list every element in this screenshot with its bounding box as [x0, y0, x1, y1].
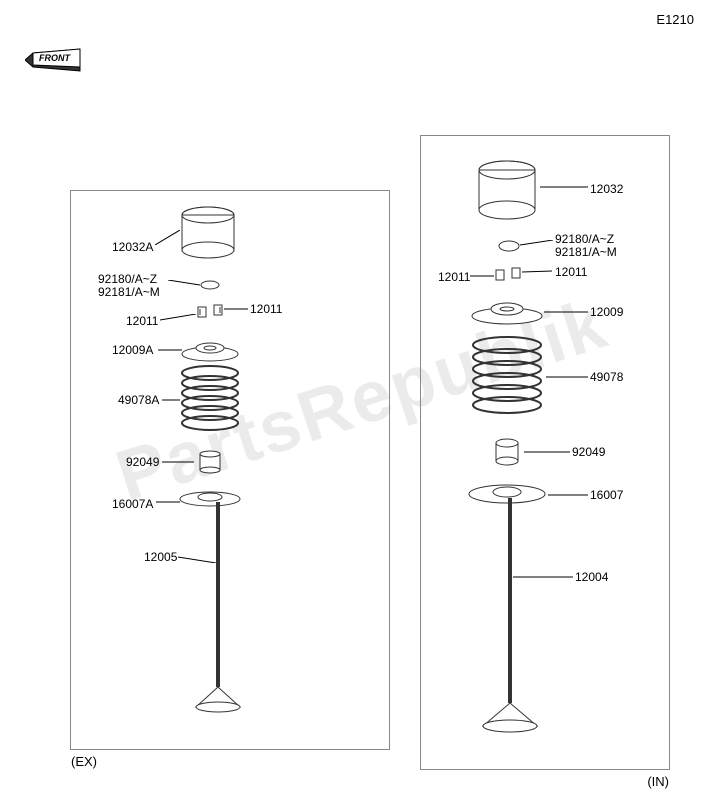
front-label: FRONT — [39, 53, 71, 63]
label-seal-ex: 92049 — [126, 455, 159, 469]
seal-in-icon — [490, 438, 524, 466]
box-label-in: (IN) — [647, 774, 669, 789]
label-tappet-in: 12032 — [590, 182, 623, 196]
label-valve-in: 12004 — [575, 570, 608, 584]
valve-ex-icon — [188, 502, 248, 722]
label-shim1-in: 92180/A~Z — [555, 232, 614, 246]
label-cotter-in-r: 12011 — [555, 265, 587, 279]
page-code: E1210 — [656, 12, 694, 27]
shim-ex-icon — [200, 280, 220, 290]
retainer-in-icon — [470, 300, 544, 326]
tappet-in-icon — [475, 160, 539, 220]
seal-ex-icon — [195, 450, 225, 474]
label-retainer-in: 12009 — [590, 305, 623, 319]
label-cotter-ex-l: 12011 — [126, 314, 158, 328]
cotter-in-right-icon — [510, 266, 522, 280]
label-shim2-in: 92181/A~M — [555, 245, 617, 259]
cotter-ex-right-icon — [212, 303, 224, 317]
label-seal-in: 92049 — [572, 445, 605, 459]
label-shim1-ex: 92180/A~Z — [98, 272, 157, 286]
box-label-ex: (EX) — [71, 754, 97, 769]
label-valve-ex: 12005 — [144, 550, 177, 564]
cotter-ex-left-icon — [196, 305, 208, 319]
label-spring-ex: 49078A — [118, 393, 159, 407]
label-cotter-in-l: 12011 — [438, 270, 470, 284]
label-tappet-ex: 12032A — [112, 240, 153, 254]
tappet-ex-icon — [178, 205, 238, 260]
front-badge-icon: FRONT — [25, 45, 90, 75]
label-cotter-ex-r: 12011 — [250, 302, 282, 316]
label-shim2-ex: 92181/A~M — [98, 285, 160, 299]
valve-in-icon — [475, 498, 545, 743]
shim-in-icon — [498, 240, 520, 252]
label-spring-in: 49078 — [590, 370, 623, 384]
cotter-in-left-icon — [494, 268, 506, 282]
spring-ex-icon — [178, 365, 242, 435]
label-seat-ex: 16007A — [112, 497, 153, 511]
label-seat-in: 16007 — [590, 488, 623, 502]
label-retainer-ex: 12009A — [112, 343, 153, 357]
retainer-ex-icon — [180, 340, 240, 362]
spring-in-icon — [468, 335, 546, 420]
